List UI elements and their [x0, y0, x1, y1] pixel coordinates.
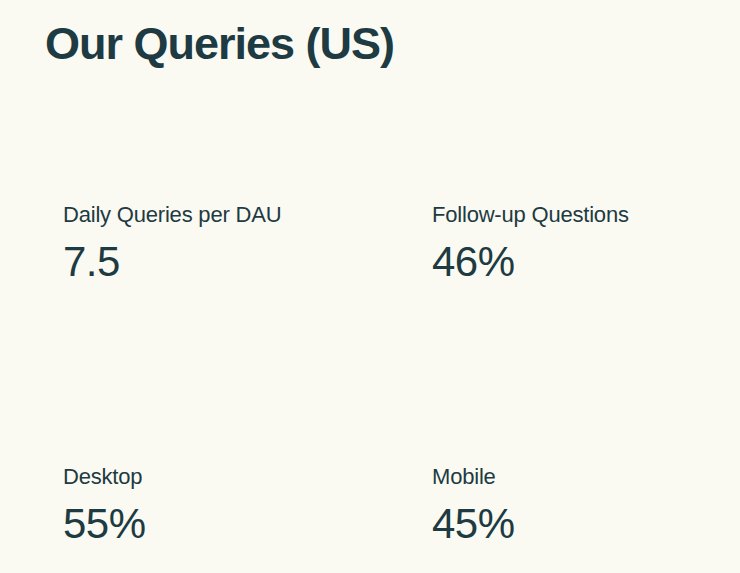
stat-label: Follow-up Questions: [432, 200, 740, 230]
stat-value: 7.5: [63, 236, 423, 289]
stat-label: Mobile: [432, 462, 740, 492]
stat-value: 46%: [432, 236, 740, 289]
stat-desktop: Desktop 55%: [63, 462, 423, 550]
slide: Our Queries (US) Daily Queries per DAU 7…: [0, 0, 740, 573]
stat-value: 55%: [63, 498, 423, 551]
stat-follow-up-questions: Follow-up Questions 46%: [432, 200, 740, 288]
stat-mobile: Mobile 45%: [432, 462, 740, 550]
page-title: Our Queries (US): [45, 17, 394, 71]
stat-label: Desktop: [63, 462, 423, 492]
stat-value: 45%: [432, 498, 740, 551]
stat-daily-queries-per-dau: Daily Queries per DAU 7.5: [63, 200, 423, 288]
stat-label: Daily Queries per DAU: [63, 200, 423, 230]
